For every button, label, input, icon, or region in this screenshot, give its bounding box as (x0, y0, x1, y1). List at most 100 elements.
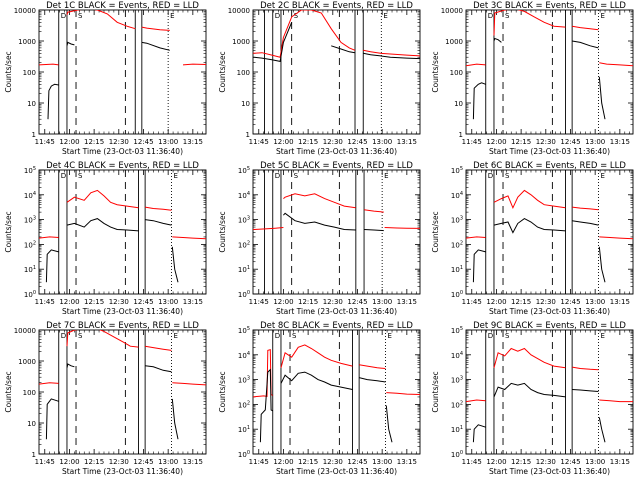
y-tick-label: 100 (238, 290, 250, 299)
y-tick-label: 1000 (18, 358, 36, 366)
x-tick-label: 12:45 (133, 458, 153, 466)
series-group (253, 344, 420, 443)
lld-line-segment (493, 189, 566, 210)
x-tick-label: 12:00 (59, 298, 79, 306)
y-tick-label: 102 (451, 240, 463, 249)
y-tick-label: 10000 (228, 7, 250, 15)
y-tick-label: 100 (23, 389, 36, 397)
x-axis-label: Start Time (23-Oct-03 11:36:40) (276, 307, 397, 316)
x-tick-label: 12:45 (560, 458, 580, 466)
chart-panel-7: Det 7C BLACK = Events, RED = LLD Counts/s… (4, 321, 207, 476)
marker-letter: E (170, 12, 174, 20)
lld-line-segment (466, 236, 486, 239)
lld-line-segment (359, 364, 386, 369)
x-tick-label: 12:45 (347, 298, 367, 306)
marker-letter: S (78, 12, 83, 20)
y-tick-label: 100 (238, 450, 250, 459)
lld-line-segment (253, 10, 356, 58)
y-tick-label: 100 (23, 69, 36, 77)
x-tick-label: 11:45 (249, 138, 269, 146)
x-axis-label: Start Time (23-Oct-03 11:36:40) (276, 147, 397, 156)
x-tick-label: 11:45 (249, 298, 269, 306)
events-line-segment (66, 41, 75, 46)
marker-letter: E (387, 332, 391, 340)
x-tick-label: 12:45 (560, 138, 580, 146)
vertical-markers (58, 170, 172, 294)
y-tick-label: 104 (24, 191, 36, 200)
y-axis-label: Counts/sec (4, 51, 13, 92)
x-tick-label: 12:00 (486, 138, 506, 146)
marker-letter: D (275, 172, 280, 180)
series-group (39, 189, 206, 283)
x-tick-label: 13:00 (585, 298, 605, 306)
plot-frame (252, 169, 421, 295)
chart-panel-2: Det 2C BLACK = Events, RED = LLD Counts/s… (218, 1, 421, 156)
plot-frame (38, 9, 207, 135)
x-tick-label: 13:00 (158, 458, 178, 466)
x-tick-label: 12:30 (323, 138, 343, 146)
y-tick-label: 104 (238, 191, 250, 200)
panel-title: Det 5C BLACK = Events, RED = LLD (260, 161, 413, 171)
x-tick-label: 12:45 (133, 298, 153, 306)
x-tick-label: 11:45 (462, 298, 482, 306)
lld-line-segment (141, 26, 170, 31)
lld-line-segment (280, 344, 353, 368)
y-tick-label: 10000 (441, 7, 463, 15)
marker-letter: E (600, 332, 604, 340)
x-tick-label: 11:45 (462, 458, 482, 466)
plot-frame (465, 169, 634, 295)
events-line-segment (493, 218, 566, 234)
marker-letter: D (61, 332, 66, 340)
marker-letter: S (505, 332, 510, 340)
y-tick-label: 105 (24, 166, 36, 175)
chart-panel-4: Det 4C BLACK = Events, RED = LLD Counts/s… (4, 161, 207, 316)
events-line-segment (598, 76, 606, 120)
events-line-segment (45, 398, 59, 440)
x-tick-label: 12:15 (511, 138, 531, 146)
events-line-segment (363, 52, 420, 60)
marker-letter: S (294, 12, 299, 20)
y-tick-label: 1 (459, 131, 463, 139)
y-tick-label: 10 (454, 100, 463, 108)
x-tick-label: 12:45 (560, 298, 580, 306)
lld-line-segment (145, 345, 172, 351)
lld-line-segment (172, 236, 206, 240)
y-tick-label: 105 (451, 326, 463, 335)
lld-line-segment (466, 399, 486, 403)
y-tick-label: 1 (32, 131, 36, 139)
x-tick-label: 11:45 (35, 298, 55, 306)
panel-title: Det 4C BLACK = Events, RED = LLD (46, 161, 199, 171)
x-tick-label: 12:15 (511, 298, 531, 306)
lld-line-segment (493, 347, 566, 369)
chart-panel-3: Det 3C BLACK = Events, RED = LLD Counts/s… (431, 1, 634, 156)
marker-letter: S (294, 172, 299, 180)
panel-title: Det 1C BLACK = Events, RED = LLD (46, 1, 199, 11)
x-axis-label: Start Time (23-Oct-03 11:36:40) (62, 467, 183, 476)
events-line-segment (598, 417, 606, 443)
y-tick-label: 102 (24, 240, 36, 249)
y-tick-label: 1000 (232, 38, 250, 46)
y-tick-label: 104 (451, 191, 463, 200)
marker-letter: D (61, 12, 66, 20)
marker-letter: D (488, 172, 493, 180)
events-line-segment (493, 382, 566, 398)
x-tick-label: 12:30 (109, 458, 129, 466)
panel-title: Det 6C BLACK = Events, RED = LLD (473, 161, 626, 171)
x-tick-label: 12:15 (84, 298, 104, 306)
x-tick-label: 13:15 (610, 458, 630, 466)
y-tick-label: 102 (238, 400, 250, 409)
plot-frame (465, 9, 634, 135)
marker-letter: S (292, 332, 297, 340)
lld-line-segment (493, 10, 566, 36)
marker-letter: E (384, 172, 388, 180)
events-line-segment (472, 82, 486, 120)
x-tick-label: 13:15 (397, 298, 417, 306)
marker-letter: S (505, 172, 510, 180)
x-axis-label: Start Time (23-Oct-03 11:36:40) (489, 307, 610, 316)
y-tick-label: 103 (451, 216, 463, 225)
y-tick-label: 100 (450, 69, 463, 77)
events-line-segment (493, 37, 502, 43)
series-group (253, 10, 420, 62)
lld-line-segment (172, 382, 206, 386)
events-line-segment (47, 83, 59, 120)
